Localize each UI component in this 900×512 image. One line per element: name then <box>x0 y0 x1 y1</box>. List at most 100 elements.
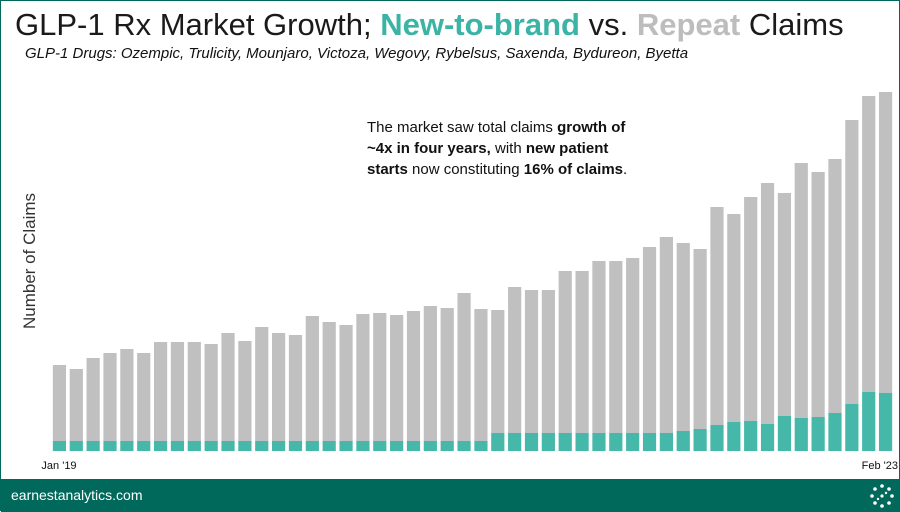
bar-segment <box>727 422 741 451</box>
bar-segment <box>406 441 421 451</box>
bar-segment <box>187 342 201 441</box>
bar-segment <box>845 404 859 451</box>
annotation-line: ~4x in four years, with new patient <box>367 138 627 159</box>
annotation-text: ~4x in four years, <box>367 140 491 157</box>
bar-segment <box>777 193 792 416</box>
bar-segment <box>862 96 876 392</box>
title-prefix: GLP-1 Rx Market Growth; <box>15 7 372 42</box>
bar-segment <box>508 287 522 433</box>
y-axis-label: Number of Claims <box>20 193 39 329</box>
annotation-text: growth of <box>557 119 626 136</box>
bar-segment <box>811 417 825 451</box>
bar-segment <box>642 247 657 433</box>
bar-segment <box>238 441 252 451</box>
bar-segment <box>103 441 117 451</box>
bar-segment <box>187 441 201 451</box>
bar-segment <box>137 441 151 451</box>
chart-subtitle: GLP-1 Drugs: Ozempic, Trulicity, Mounjar… <box>25 45 689 62</box>
annotation-text: 16% of claims <box>523 161 623 178</box>
bar-segment <box>659 433 673 451</box>
bar-segment <box>474 309 488 441</box>
bar-segment <box>288 335 303 441</box>
bar-segment <box>153 441 168 451</box>
bar-segment <box>575 433 589 451</box>
bar-segment <box>423 441 437 451</box>
bar-segment <box>878 92 893 393</box>
bar-segment <box>255 327 269 441</box>
bar-segment <box>153 342 168 441</box>
title-suffix: Claims <box>748 7 844 42</box>
bar-segment <box>760 424 775 451</box>
bar-segment <box>491 433 505 451</box>
bar-segment <box>52 365 67 441</box>
bar-segment <box>86 358 100 441</box>
annotation-text: new patient <box>525 140 609 157</box>
bar-segment <box>390 315 404 441</box>
bar-segment <box>339 441 353 451</box>
bar-segment <box>120 349 134 441</box>
bar-segment <box>659 237 673 433</box>
bar-segment <box>609 261 623 433</box>
bar-segment <box>103 353 117 441</box>
bar-segment <box>170 342 185 441</box>
annotation-text: The market saw total claims <box>367 119 553 136</box>
bar-segment <box>255 441 269 451</box>
bar-segment <box>878 393 893 451</box>
chart-title: GLP-1 Rx Market Growth; New-to-brand vs.… <box>15 7 844 43</box>
bar-segment <box>811 172 825 417</box>
footer-text: earnestanalytics.com <box>11 487 143 503</box>
bar-segment <box>305 441 319 451</box>
bar-segment <box>305 316 319 441</box>
bar-segment <box>609 433 623 451</box>
bar-segment <box>204 441 218 451</box>
bar-segment <box>541 290 555 433</box>
bar-segment <box>288 441 303 451</box>
bar-segment <box>120 441 134 451</box>
chart: Number of Claims Jan '19 Feb '23 <box>20 92 898 472</box>
bar-segment <box>508 433 522 451</box>
bar-segment <box>406 311 421 441</box>
title-series-name: New-to-brand <box>380 7 580 42</box>
bar-segment <box>592 261 606 433</box>
bar-segment <box>558 271 572 433</box>
title-middle: vs. <box>588 7 629 42</box>
bar-segment <box>642 433 657 451</box>
bar-segment <box>710 425 724 451</box>
bar-segment <box>272 441 286 451</box>
bar-segment <box>744 421 758 451</box>
bar-segment <box>86 441 100 451</box>
bar-segment <box>69 369 83 441</box>
bar-segment <box>524 290 539 433</box>
bar-segment <box>828 159 842 413</box>
annotation-text: now constituting <box>412 161 520 178</box>
bar-segment <box>423 306 437 441</box>
bar-segment <box>356 314 370 441</box>
bar-segment <box>52 441 67 451</box>
bar-segment <box>558 433 572 451</box>
bar-segment <box>676 243 690 431</box>
bar-segment <box>137 353 151 441</box>
bar-segment <box>322 322 336 441</box>
bar-segment <box>221 333 235 441</box>
bar-segment <box>693 429 707 451</box>
logo <box>870 484 894 508</box>
bar-segment <box>760 183 775 424</box>
bar-segment <box>862 392 876 451</box>
bar-segment <box>693 249 707 429</box>
bar-segment <box>221 441 235 451</box>
bar-segment <box>457 441 471 451</box>
bar-segment <box>541 433 555 451</box>
bar-segment <box>474 441 488 451</box>
bar-segment <box>676 431 690 451</box>
bar-segment <box>373 441 387 451</box>
bar-segment <box>238 341 252 441</box>
bar-segment <box>845 120 859 404</box>
annotation-text: . <box>623 161 628 178</box>
x-tick-label: Jan '19 <box>41 460 76 472</box>
bar-segment <box>272 333 286 441</box>
bar-segment <box>440 441 454 451</box>
bar-segment <box>524 433 539 451</box>
bar-segment <box>69 441 83 451</box>
bar-segment <box>727 214 741 422</box>
bar-segment <box>440 308 454 441</box>
